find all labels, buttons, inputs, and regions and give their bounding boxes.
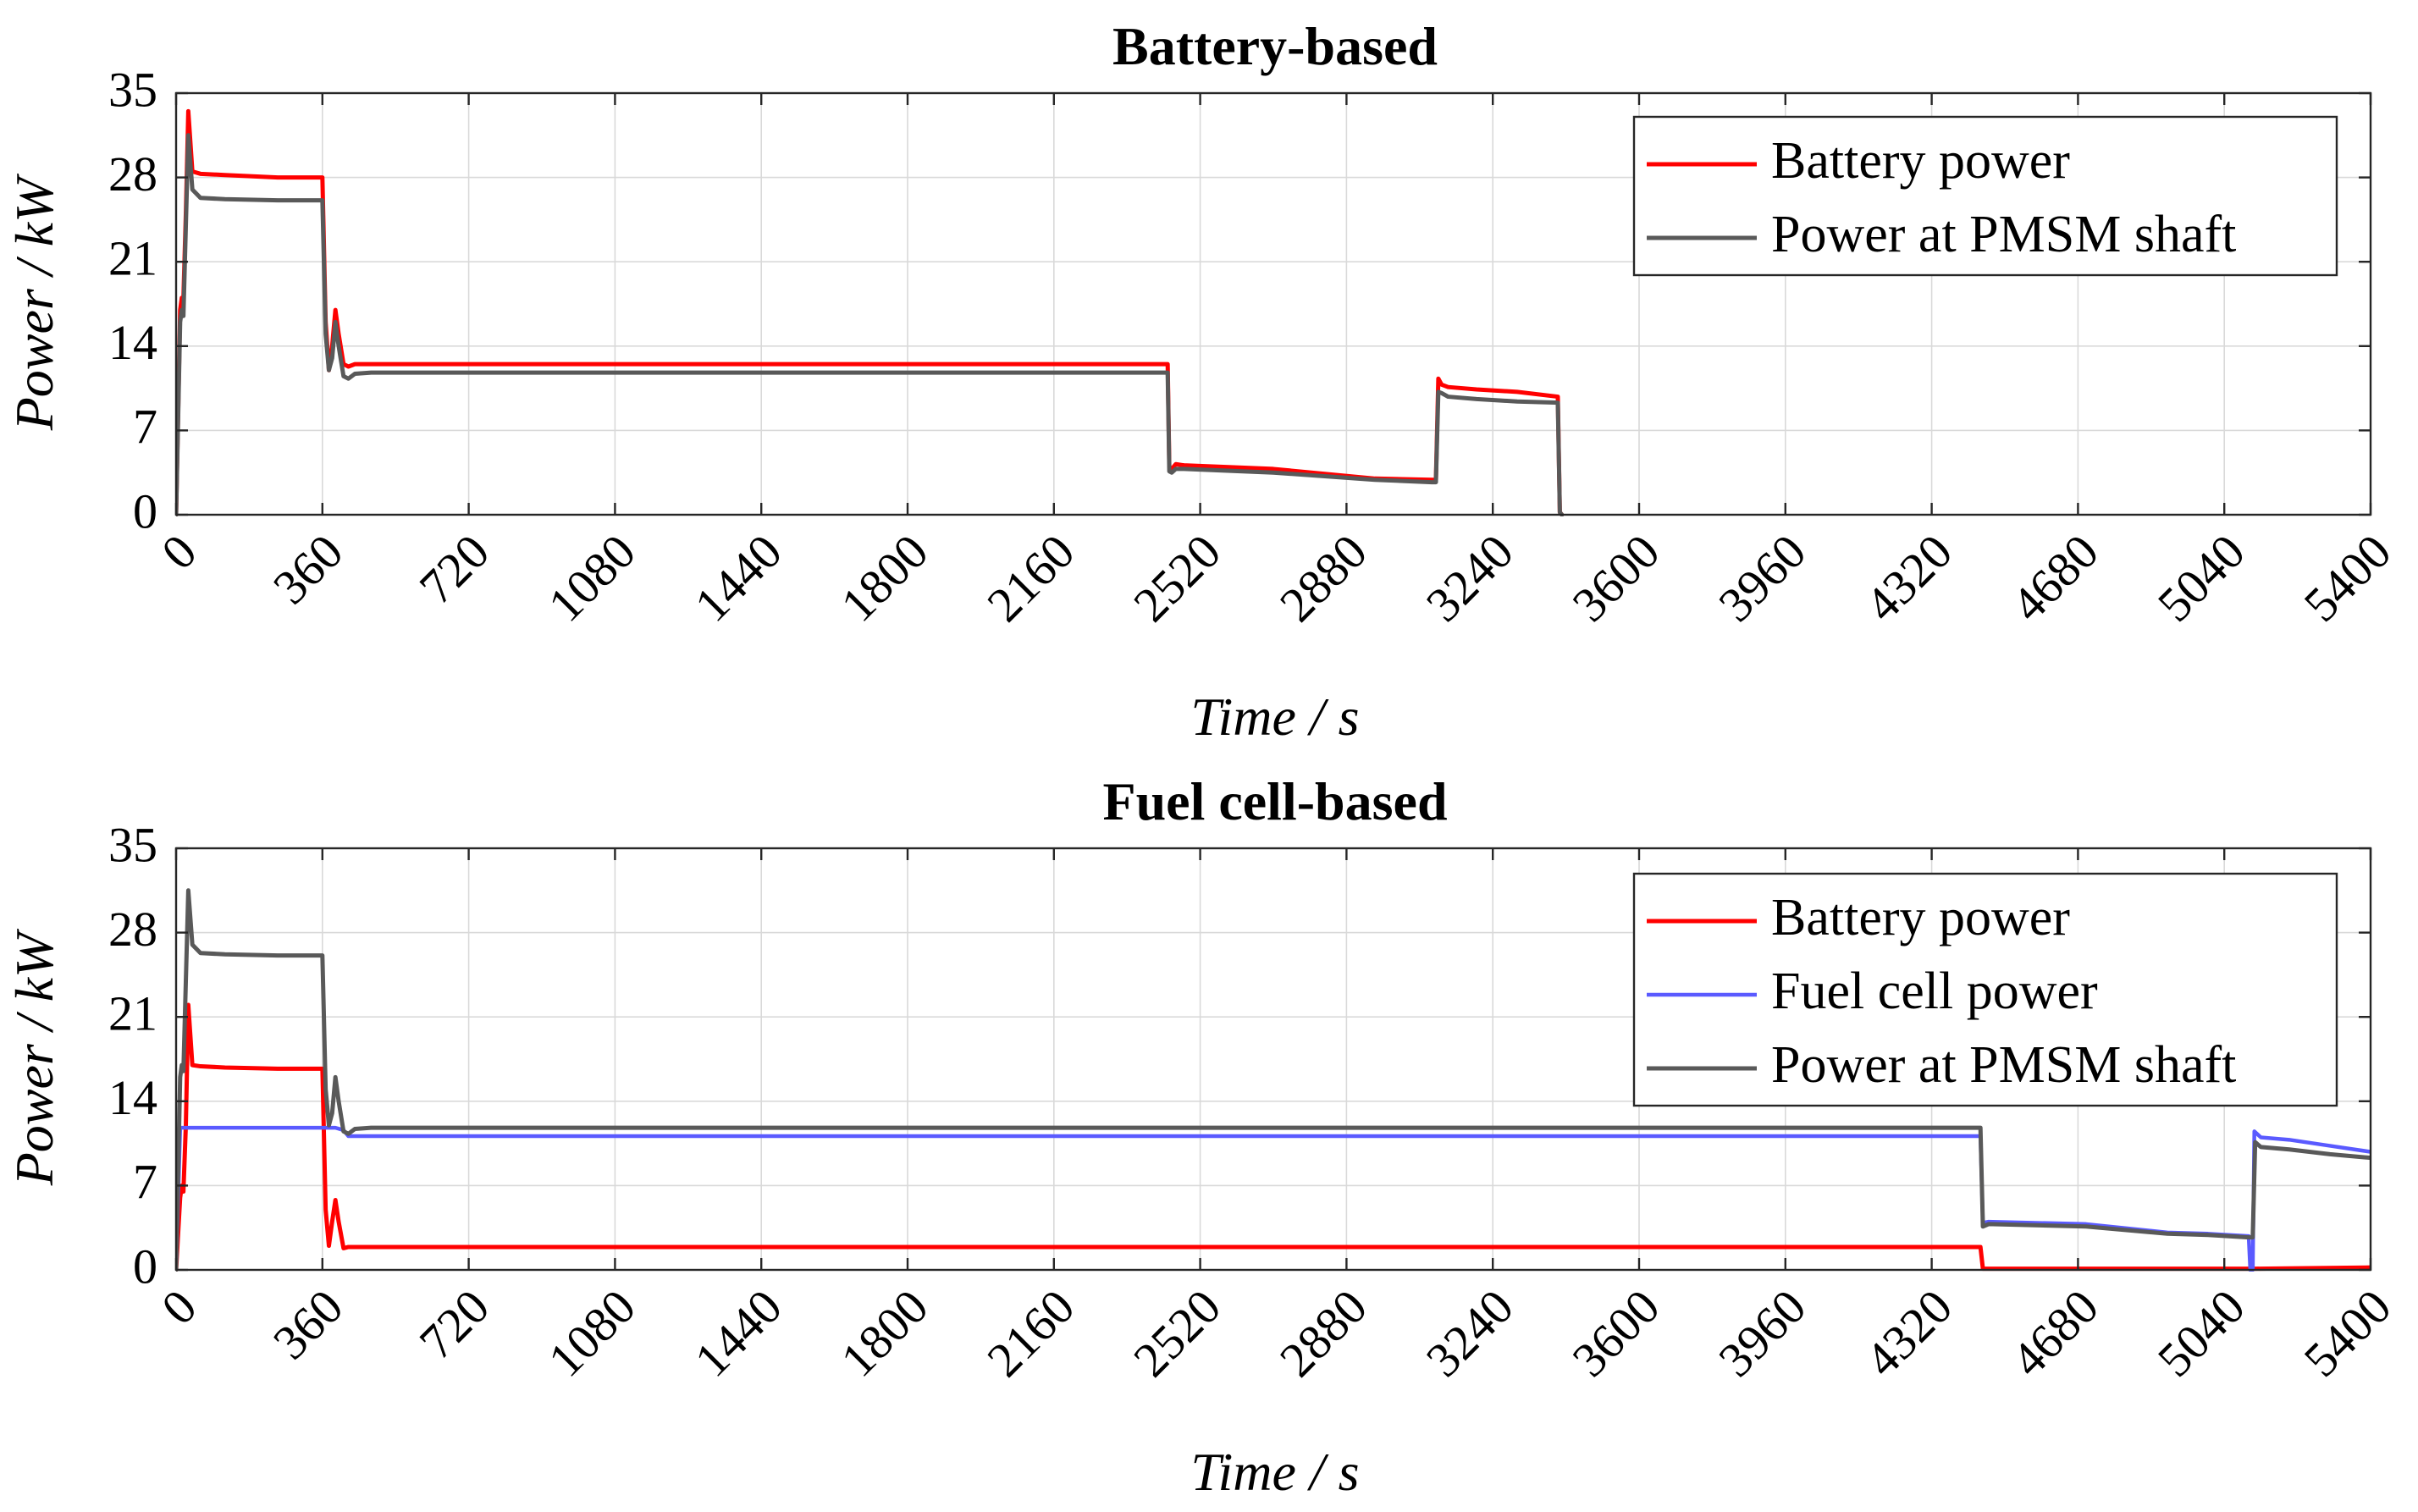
- x-tick-label: 3240: [1416, 1279, 1524, 1388]
- x-tick-label: 1800: [831, 524, 939, 632]
- x-tick-label: 1080: [538, 524, 646, 632]
- legend-box: [1632, 115, 2338, 277]
- series-power-at-pmsm-shaft-line: [176, 888, 2371, 1272]
- legend-label: Power at PMSM shaft: [1771, 1036, 2236, 1094]
- legend-label: Battery power: [1771, 132, 2070, 190]
- x-tick-label: 2880: [1269, 1279, 1377, 1388]
- x-tick-label: 2520: [1123, 524, 1231, 632]
- series-group: [176, 108, 1565, 516]
- x-tick-label: 4680: [2001, 1279, 2109, 1388]
- y-axis-label: Power / kW: [4, 173, 64, 431]
- y-tick-label: 7: [133, 1155, 157, 1210]
- legend-label: Power at PMSM shaft: [1771, 206, 2236, 263]
- legend: Battery power Power at PMSM shaft: [1632, 115, 2338, 277]
- x-tick-label: 1440: [684, 524, 792, 632]
- y-tick-label: 21: [108, 986, 157, 1041]
- x-tick-label: 0: [151, 1279, 207, 1335]
- x-axis-label: Time / s: [1190, 1442, 1359, 1502]
- y-tick-label: 35: [108, 62, 157, 117]
- y-tick-label: 0: [133, 483, 157, 538]
- x-tick-label: 3240: [1416, 524, 1524, 632]
- x-tick-label: 3960: [1708, 1279, 1816, 1388]
- legend-label: Fuel cell power: [1771, 963, 2098, 1020]
- x-tick-label: 720: [409, 524, 500, 615]
- y-tick-label: 35: [108, 817, 157, 872]
- x-tick-label: 2160: [976, 524, 1085, 632]
- x-tick-label: 4320: [1854, 1279, 1963, 1388]
- x-tick-label: 360: [262, 1279, 353, 1370]
- x-tick-label: 1080: [538, 1279, 646, 1388]
- x-tick-label: 2880: [1269, 524, 1377, 632]
- y-axis-label: Power / kW: [4, 928, 64, 1186]
- battery-based-panel: 0 360 720 1080 1440 1800 2160 2520 2880 3240 3600 3…: [4, 16, 2402, 747]
- x-tick-label: 3600: [1562, 1279, 1670, 1388]
- x-tick-label: 360: [262, 524, 353, 615]
- legend: Battery power Fuel cell power Power at PMS…: [1632, 872, 2338, 1107]
- series-battery-power-line: [176, 108, 1565, 516]
- x-tick-label: 0: [151, 524, 207, 580]
- x-tick-label: 1440: [684, 1279, 792, 1388]
- x-tick-label: 3600: [1562, 524, 1670, 632]
- x-tick-label: 2520: [1123, 1279, 1231, 1388]
- x-tick-label: 5040: [2147, 524, 2255, 632]
- fuel-cell-based-panel: 0 360 720 1080 1440 1800 2160 2520 2880 3240 3600 3…: [4, 771, 2402, 1502]
- series-battery-power-line: [176, 1002, 2371, 1272]
- x-tick-label: 5400: [2294, 1279, 2402, 1388]
- y-tick-label: 28: [108, 146, 157, 201]
- y-tick-label: 7: [133, 400, 157, 455]
- y-tick-label: 0: [133, 1239, 157, 1294]
- x-tick-label: 4680: [2001, 524, 2109, 632]
- x-tick-label: 5400: [2294, 524, 2402, 632]
- x-tick-label: 720: [409, 1279, 500, 1370]
- y-tick-label: 21: [108, 231, 157, 286]
- x-tick-label: 4320: [1854, 524, 1963, 632]
- chart-title: Battery-based: [1112, 16, 1438, 76]
- x-tick-label: 5040: [2147, 1279, 2255, 1388]
- chart-title: Fuel cell-based: [1102, 771, 1447, 831]
- series-power-at-pmsm-shaft-line: [176, 133, 1565, 516]
- y-tick-label: 14: [108, 1070, 157, 1125]
- x-tick-label: 1800: [831, 1279, 939, 1388]
- axes-frame: [174, 91, 2372, 516]
- legend-label: Battery power: [1771, 889, 2070, 946]
- axes-frame: [174, 847, 2372, 1272]
- x-tick-label: 2160: [976, 1279, 1085, 1388]
- x-tick-label: 3960: [1708, 524, 1816, 632]
- x-axis-label: Time / s: [1190, 687, 1359, 747]
- y-tick-label: 28: [108, 902, 157, 957]
- y-tick-label: 14: [108, 315, 157, 370]
